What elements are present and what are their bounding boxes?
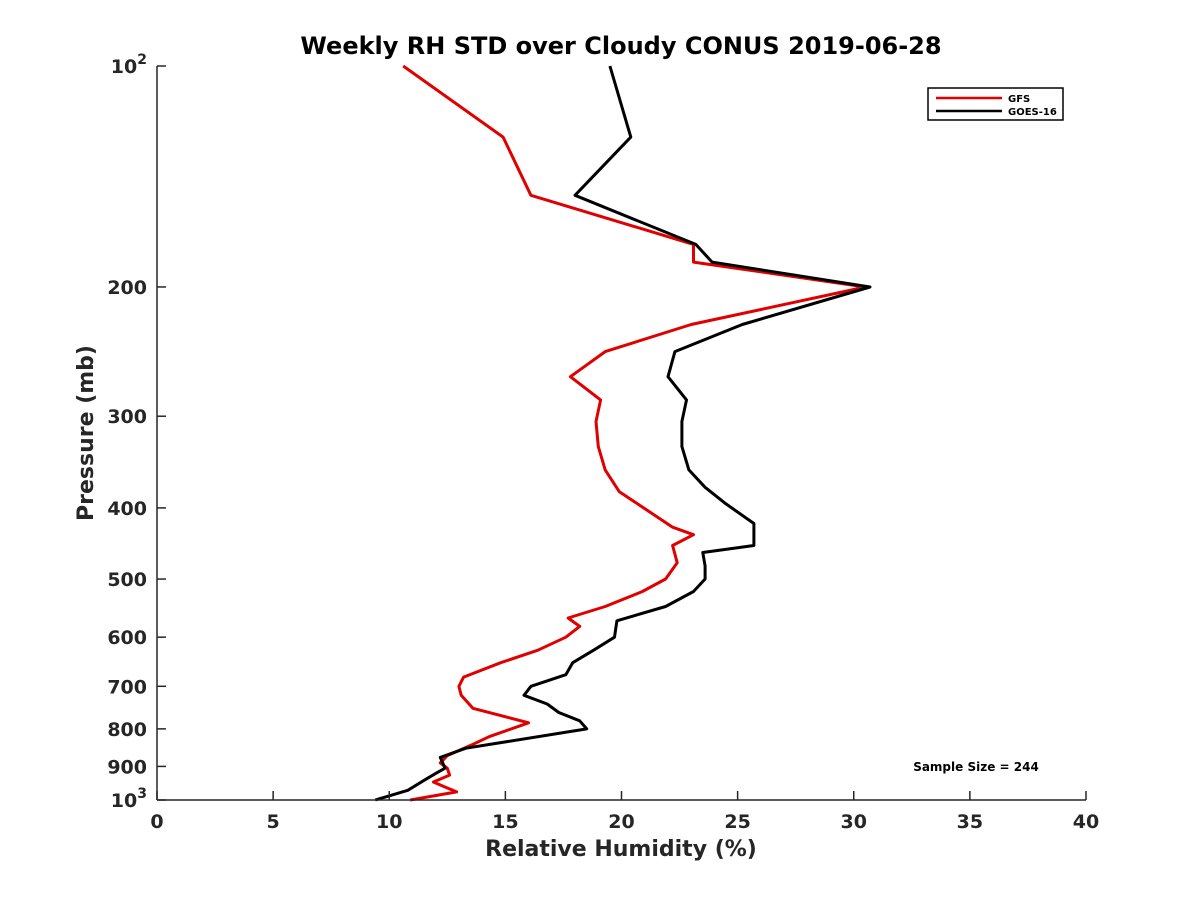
series-layer: [374, 64, 872, 802]
x-axis-label: Relative Humidity (%): [485, 837, 757, 862]
x-tick-label: 5: [267, 811, 280, 833]
x-tick-label: 20: [608, 811, 634, 833]
x-tick-label: 40: [1073, 811, 1099, 833]
x-tick-label: 25: [724, 811, 750, 833]
x-tick-label: 15: [492, 811, 518, 833]
y-axis-label: Pressure (mb): [74, 345, 99, 521]
chart-title: Weekly RH STD over Cloudy CONUS 2019-06-…: [300, 32, 941, 60]
y-tick-label: 102: [111, 52, 147, 78]
series-line-goes16: [374, 65, 872, 802]
y-tick-label: 900: [107, 756, 147, 778]
y-tick-label: 800: [107, 719, 147, 741]
y-tick-label: 700: [107, 676, 147, 698]
y-tick-label: 500: [107, 569, 147, 591]
x-ticks: 0 5 10 15 20 25 30 35 40: [150, 791, 1099, 833]
x-tick-label: 0: [150, 811, 163, 833]
y-tick-label: 300: [107, 406, 147, 428]
legend: GFS GOES-16: [927, 87, 1064, 121]
series-line-gfs: [402, 64, 867, 802]
x-tick-label: 35: [957, 811, 983, 833]
y-ticks: 102 200 300 400 500 600 700 800 900 103: [107, 52, 166, 812]
legend-label-gfs: GFS: [1008, 94, 1030, 105]
x-tick-label: 10: [376, 811, 402, 833]
x-tick-label: 30: [841, 811, 867, 833]
legend-label-goes16: GOES-16: [1008, 107, 1057, 118]
y-tick-label: 103: [111, 786, 147, 812]
legend-box: [927, 87, 1064, 121]
y-tick-label: 600: [107, 627, 147, 649]
y-tick-label: 200: [107, 277, 147, 299]
y-tick-label: 400: [107, 498, 147, 520]
sample-size-annotation: Sample Size = 244: [913, 760, 1039, 774]
